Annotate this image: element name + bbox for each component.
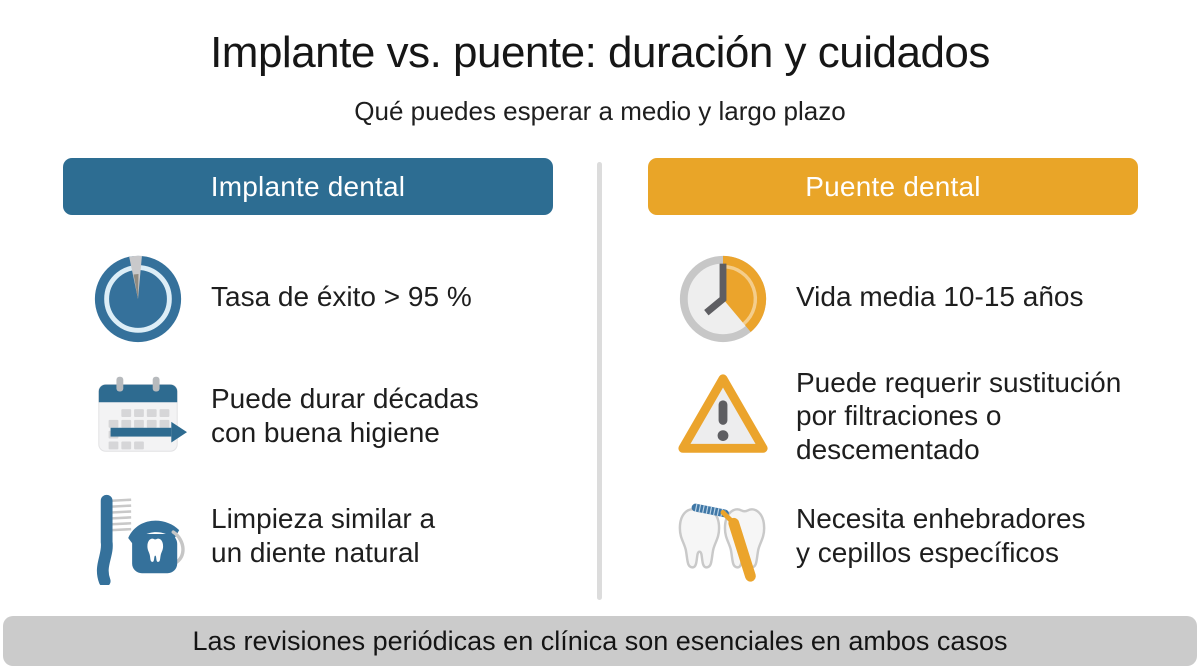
page-title: Implante vs. puente: duración y cuidados <box>210 28 990 77</box>
calendar-arrow-icon <box>89 367 187 465</box>
implant-row-success: Tasa de éxito > 95 % <box>63 244 553 350</box>
bridge-row-lifespan: Vida media 10-15 años <box>648 244 1138 350</box>
bridge-column: Puente dental Vida media 10-15 años <box>648 158 1138 582</box>
page-subtitle: Qué puedes esperar a medio y largo plazo <box>354 96 846 126</box>
success-rate-pie-icon <box>89 248 187 346</box>
toothbrush-floss-icon <box>89 487 187 585</box>
column-divider <box>597 162 602 600</box>
bridge-lifespan-text: Vida media 10-15 años <box>796 281 1084 313</box>
interdental-brush-teeth-icon <box>674 487 772 585</box>
implant-row-cleaning: Limpieza similar a un diente natural <box>63 483 553 589</box>
implant-cleaning-text: Limpieza similar a un diente natural <box>211 503 436 568</box>
footer-note: Las revisiones periódicas en clínica son… <box>3 616 1197 666</box>
implant-row-duration: Puede durar décadas con buena higiene <box>63 363 553 469</box>
implant-duration-text: Puede durar décadas con buena higiene <box>211 383 479 448</box>
bridge-replacement-text: Puede requerir sustitución por filtracio… <box>796 366 1122 465</box>
bridge-row-replacement: Puede requerir sustitución por filtracio… <box>648 363 1138 469</box>
bridge-hygiene-text: Necesita enhebradores y cepillos específ… <box>796 503 1086 568</box>
bridge-header: Puente dental <box>648 158 1138 215</box>
implant-column: Implante dental Tasa de éxito > 95 % <box>63 158 553 585</box>
implant-success-text: Tasa de éxito > 95 % <box>211 281 472 313</box>
clock-lifespan-icon <box>674 248 772 346</box>
warning-triangle-icon <box>674 367 772 465</box>
bridge-row-hygiene: Necesita enhebradores y cepillos específ… <box>648 483 1138 589</box>
footer-note-text: Las revisiones periódicas en clínica son… <box>192 625 1008 656</box>
implant-header: Implante dental <box>63 158 553 215</box>
